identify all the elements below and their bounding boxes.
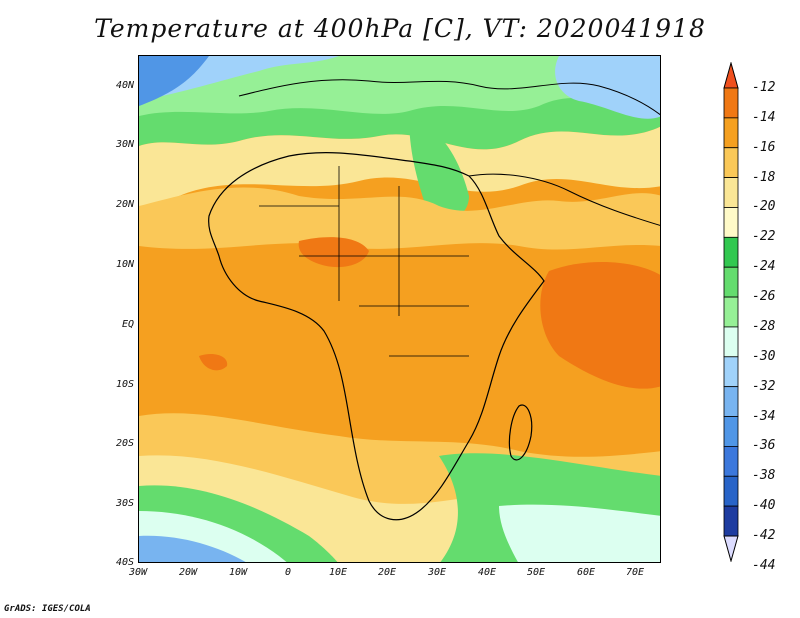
field-pale-se bbox=[499, 504, 660, 562]
colorbar-tick-label: -14 bbox=[752, 109, 776, 125]
colorbar-tick-label: -26 bbox=[752, 289, 776, 305]
lon-label: 10E bbox=[328, 567, 348, 578]
africa-outline bbox=[208, 152, 545, 521]
map-canvas bbox=[139, 56, 660, 562]
lon-label: 50E bbox=[526, 567, 546, 578]
madagascar-outline bbox=[508, 404, 533, 461]
lon-label: 30E bbox=[427, 567, 447, 578]
field-red-atlantic bbox=[199, 354, 228, 371]
lon-label: 40E bbox=[477, 567, 497, 578]
colorbar-segment bbox=[723, 445, 739, 477]
colorbar-segment bbox=[723, 87, 739, 119]
colorbar-bottom-arrow bbox=[723, 535, 739, 562]
colorbar-tick-label: -24 bbox=[752, 259, 776, 275]
field-lightgreen-north bbox=[139, 56, 660, 116]
colorbar-segment bbox=[723, 416, 739, 447]
lat-label: 30S bbox=[115, 498, 134, 509]
temperature-map bbox=[138, 55, 661, 563]
colorbar-tick-label: -38 bbox=[752, 468, 776, 484]
lat-label: 20N bbox=[115, 199, 134, 210]
lon-label: 70E bbox=[625, 567, 645, 578]
country-borders bbox=[259, 166, 469, 357]
field-lightorange-band bbox=[139, 187, 660, 250]
colorbar-tick-label: -16 bbox=[752, 139, 776, 155]
field-red-indian bbox=[540, 262, 660, 389]
colorbar-tick-label: -22 bbox=[752, 229, 776, 245]
colorbar-segment bbox=[723, 177, 739, 208]
lon-label: 20W bbox=[178, 567, 198, 578]
colorbar-tick-label: -12 bbox=[752, 80, 776, 95]
lat-label: 10S bbox=[115, 379, 134, 390]
colorbar-segment bbox=[723, 505, 739, 537]
colorbar-segment bbox=[723, 147, 739, 178]
lat-label: 10N bbox=[115, 259, 134, 270]
colorbar-graphic bbox=[723, 62, 739, 562]
arabia-coast bbox=[468, 173, 660, 226]
colorbar-tick-label: -40 bbox=[752, 498, 776, 514]
lat-label: EQ bbox=[121, 319, 134, 330]
credit-text: GrADS: IGES/COLA bbox=[4, 604, 91, 614]
europe-coast bbox=[238, 79, 660, 116]
lon-label: 30W bbox=[128, 567, 148, 578]
colorbar-tick-label: -20 bbox=[752, 199, 776, 215]
lat-label: 40S bbox=[115, 557, 134, 568]
lat-label: 30N bbox=[115, 139, 134, 150]
field-darkblue-nw bbox=[139, 56, 209, 106]
lat-label: 40N bbox=[115, 80, 134, 91]
colorbar-segment bbox=[723, 356, 739, 388]
colorbar-tick-label: -36 bbox=[752, 438, 776, 454]
field-blue-ne bbox=[555, 56, 660, 119]
colorbar-segment bbox=[723, 117, 739, 149]
lon-label: 10W bbox=[228, 567, 248, 578]
colorbar-segment bbox=[723, 296, 739, 328]
field-green-egypt bbox=[409, 116, 469, 220]
colorbar-tick-label: -18 bbox=[752, 169, 776, 185]
colorbar-segment bbox=[723, 236, 739, 268]
colorbar-tick-label: -44 bbox=[752, 557, 776, 573]
lat-label: 20S bbox=[115, 438, 134, 449]
colorbar-segment bbox=[723, 386, 739, 417]
field-yellow-north bbox=[139, 126, 660, 206]
colorbar-tick-label: -28 bbox=[752, 318, 776, 334]
lon-label: 20E bbox=[377, 567, 397, 578]
colorbar-tick-label: -42 bbox=[752, 528, 776, 543]
colorbar-tick-label: -32 bbox=[752, 378, 776, 394]
colorbar-tick-label: -34 bbox=[752, 408, 776, 424]
colorbar-segment bbox=[723, 207, 739, 238]
lon-label: 0 bbox=[284, 567, 292, 578]
colorbar-top-arrow bbox=[723, 62, 739, 89]
colorbar-segment bbox=[723, 266, 739, 298]
field-blue-sw bbox=[139, 535, 246, 562]
lon-label: 60E bbox=[576, 567, 596, 578]
field-red-sahel bbox=[298, 237, 369, 268]
colorbar-segment bbox=[723, 475, 739, 507]
chart-title: Temperature at 400hPa [C], VT: 202004191… bbox=[94, 14, 706, 43]
colorbar-tick-label: -30 bbox=[752, 348, 776, 364]
colorbar-segment bbox=[723, 326, 739, 358]
